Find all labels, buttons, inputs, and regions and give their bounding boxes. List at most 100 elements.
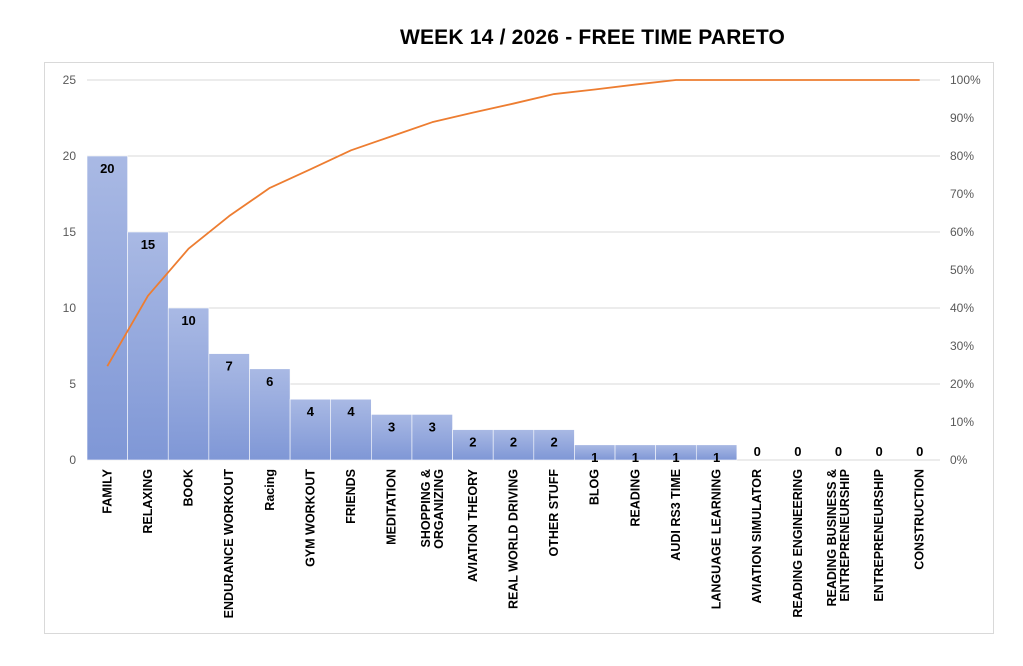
x-category-text: READING BUSINESS & xyxy=(825,469,839,607)
x-category-label: ENDURANCE WORKOUT xyxy=(222,469,236,619)
bar xyxy=(249,368,291,461)
bar xyxy=(411,414,453,461)
x-category-text: RELAXING xyxy=(141,469,155,534)
data-label: 6 xyxy=(266,374,273,389)
y-tick-label: 10 xyxy=(63,301,77,315)
x-category-text: GYM WORKOUT xyxy=(303,469,317,567)
x-category-text: ENTREPRENEURSHIP xyxy=(872,469,886,602)
data-label: 7 xyxy=(226,359,233,374)
bar xyxy=(695,444,738,461)
x-category-label: REAL WORLD DRIVING xyxy=(507,469,521,609)
x-category-text: AVIATION THEORY xyxy=(466,468,480,582)
data-label: 3 xyxy=(429,419,436,434)
bar xyxy=(167,307,210,461)
data-label: 0 xyxy=(794,444,801,459)
data-label: 0 xyxy=(916,444,923,459)
y-tick-label: 20 xyxy=(63,149,77,163)
x-category-text: Racing xyxy=(263,469,277,511)
data-label: 1 xyxy=(713,450,720,465)
data-label: 10 xyxy=(181,313,195,328)
axis-labels: 05101520250%10%20%30%40%50%60%70%80%90%1… xyxy=(63,73,981,618)
cumulative-percent-line xyxy=(106,79,920,367)
x-category-text: BLOG xyxy=(588,469,602,505)
chart-title: WEEK 14 / 2026 - FREE TIME PARETO xyxy=(399,26,786,49)
data-label: 1 xyxy=(632,450,639,465)
x-category-label: CONSTRUCTION xyxy=(913,469,927,570)
bar xyxy=(452,429,494,461)
data-label: 15 xyxy=(141,237,155,252)
x-category-label: READING BUSINESS & ENTREPRENEURSHIP xyxy=(825,469,852,607)
x-category-text: CONSTRUCTION xyxy=(913,469,927,570)
x-category-text: MEDITATION xyxy=(385,469,399,545)
y-tick-label: 15 xyxy=(63,225,77,239)
x-category-text: BOOK xyxy=(182,469,196,507)
x-category-label: GYM WORKOUT xyxy=(303,469,317,567)
bar xyxy=(208,353,250,461)
x-category-text: SHOPPING & xyxy=(419,469,433,548)
bar xyxy=(492,429,535,461)
x-category-text: ENDURANCE WORKOUT xyxy=(222,469,236,619)
chart-frame xyxy=(44,62,994,634)
x-category-text: FAMILY xyxy=(100,468,114,513)
x-category-label: FAMILY xyxy=(100,468,114,513)
x-category-label: READING xyxy=(628,469,642,527)
x-category-text: AVIATION SIMULATOR xyxy=(750,469,764,604)
y2-tick-label: 40% xyxy=(950,301,974,315)
x-category-text: OTHER STUFF xyxy=(547,469,561,557)
data-label: 0 xyxy=(754,444,761,459)
data-label: 1 xyxy=(591,450,598,465)
x-category-label: OTHER STUFF xyxy=(547,469,561,557)
x-category-text: LANGUAGE LEARNING xyxy=(710,469,724,609)
data-label: 3 xyxy=(388,419,395,434)
data-label: 4 xyxy=(307,404,315,419)
data-label: 20 xyxy=(100,161,114,176)
x-category-label: SHOPPING & ORGANIZING xyxy=(419,469,446,549)
y2-tick-label: 100% xyxy=(950,73,981,87)
x-category-label: BOOK xyxy=(182,469,196,507)
data-label: 2 xyxy=(469,435,476,450)
x-category-label: FRIENDS xyxy=(344,469,358,524)
data-label: 1 xyxy=(672,450,679,465)
y-tick-label: 25 xyxy=(63,73,77,87)
x-category-label: AVIATION THEORY xyxy=(466,468,480,582)
x-category-label: LANGUAGE LEARNING xyxy=(710,469,724,609)
x-category-label: ENTREPRENEURSHIP xyxy=(872,469,886,602)
bar xyxy=(533,429,575,461)
x-category-label: AVIATION SIMULATOR xyxy=(750,469,764,604)
x-category-label: RELAXING xyxy=(141,469,155,534)
data-label: 2 xyxy=(510,435,517,450)
y2-tick-label: 0% xyxy=(950,453,968,467)
x-category-text: FRIENDS xyxy=(344,469,358,524)
y2-tick-label: 60% xyxy=(950,225,974,239)
cumulative-line-layer xyxy=(106,79,920,367)
bar xyxy=(289,398,332,461)
data-label: 4 xyxy=(347,404,355,419)
bar xyxy=(127,231,169,461)
x-category-label: Racing xyxy=(263,469,277,511)
x-category-text: AUDI RS3 TIME xyxy=(669,469,683,561)
data-label: 0 xyxy=(835,444,842,459)
bar xyxy=(371,414,413,461)
x-category-text: READING xyxy=(628,469,642,527)
y2-tick-label: 70% xyxy=(950,187,974,201)
x-category-label: BLOG xyxy=(588,469,602,505)
bar xyxy=(330,398,372,461)
bar xyxy=(86,155,128,461)
x-category-text: ORGANIZING xyxy=(432,469,446,549)
x-category-label: AUDI RS3 TIME xyxy=(669,469,683,561)
x-category-label: READING ENGINEERING xyxy=(791,469,805,618)
y2-tick-label: 90% xyxy=(950,111,974,125)
x-category-text: READING ENGINEERING xyxy=(791,469,805,618)
y-tick-label: 0 xyxy=(69,453,76,467)
data-label: 0 xyxy=(875,444,882,459)
y2-tick-label: 80% xyxy=(950,149,974,163)
x-category-text: ENTREPRENEURSHIP xyxy=(838,469,852,602)
y2-tick-label: 30% xyxy=(950,339,974,353)
bars xyxy=(86,155,738,461)
y2-tick-label: 20% xyxy=(950,377,974,391)
x-category-label: MEDITATION xyxy=(385,469,399,545)
y2-tick-label: 10% xyxy=(950,415,974,429)
x-category-text: REAL WORLD DRIVING xyxy=(507,469,521,609)
